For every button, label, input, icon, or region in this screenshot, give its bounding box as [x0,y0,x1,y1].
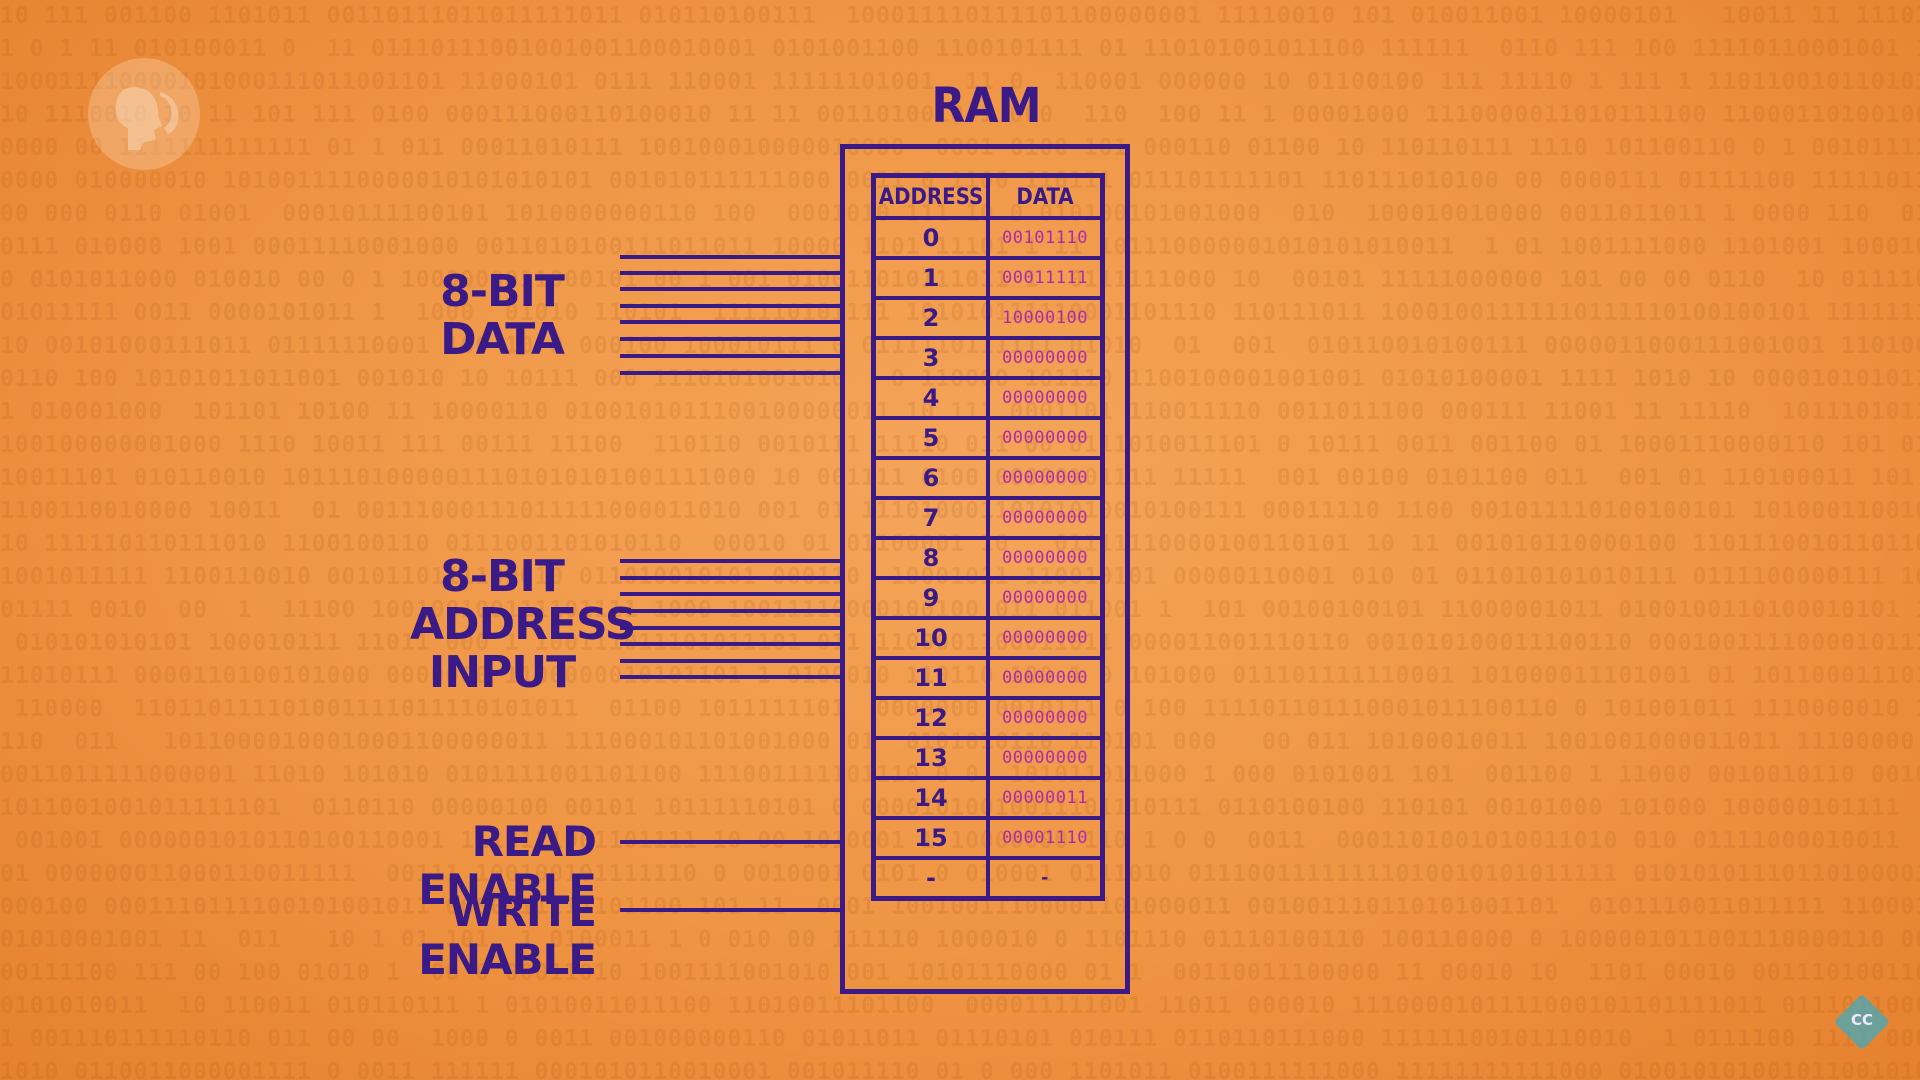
table-row: 6 00000000 [871,456,1105,500]
memory-table: ADDRESS DATA 0 00101110 1 00011111 2 100001… [871,173,1105,901]
table-row: 2 10000100 [871,296,1105,340]
write-enable-label: WRITE ENABLE [418,887,597,984]
data-cell: 00000000 [986,496,1105,540]
data-cell: 00000000 [986,456,1105,500]
table-row: 8 00000000 [871,536,1105,580]
data-cell: 00000000 [986,576,1105,620]
table-row: 15 00001110 [871,816,1105,860]
ram-box [840,144,1130,994]
address-label-line2: ADDRESS [410,599,636,650]
address-label-line1: 8-BIT [440,551,565,602]
data-cell: - [986,856,1105,901]
table-row: 1 00011111 [871,256,1105,300]
cc-badge-label: CC [1850,1011,1874,1029]
table-row: 3 00000000 [871,336,1105,380]
address-header: ADDRESS [871,173,990,220]
table-row: 11 00000000 [871,656,1105,700]
data-cell: 00000000 [986,336,1105,380]
data-cell: 00000000 [986,376,1105,420]
table-row: 9 00000000 [871,576,1105,620]
table-row: 10 00000000 [871,616,1105,660]
data-cell: 00011111 [986,256,1105,300]
table-row: 12 00000000 [871,696,1105,740]
data-cell: 00000000 [986,536,1105,580]
table-row: 7 00000000 [871,496,1105,540]
address-cell: 10 [871,616,990,660]
address-cell: 8 [871,536,990,580]
address-cell: 14 [871,776,990,820]
data-cell: 00000011 [986,776,1105,820]
address-input-label: 8-BIT ADDRESS INPUT [410,551,636,698]
data-header: DATA [986,173,1105,220]
data-cell: 10000100 [986,296,1105,340]
address-cell: 11 [871,656,990,700]
data-cell: 00000000 [986,736,1105,780]
address-cell: 6 [871,456,990,500]
address-cell: 1 [871,256,990,300]
address-cell: 3 [871,336,990,380]
table-row: 0 00101110 [871,216,1105,260]
table-row: 13 00000000 [871,736,1105,780]
address-cell: 2 [871,296,990,340]
address-cell: 9 [871,576,990,620]
address-cell: - [871,856,990,901]
ram-title: RAM [931,78,1041,134]
address-cell: 5 [871,416,990,460]
address-cell: 0 [871,216,990,260]
data-input-label: 8-BIT DATA [430,268,574,364]
pbs-logo-icon [88,58,200,170]
data-label-line2: DATA [440,314,565,365]
table-row: 4 00000000 [871,376,1105,420]
data-label-line1: 8-BIT [440,266,565,317]
read-enable-label: READ ENABLE [418,817,597,914]
data-cell: 00101110 [986,216,1105,260]
table-row: -- [871,856,1105,901]
address-cell: 7 [871,496,990,540]
address-cell: 4 [871,376,990,420]
address-cell: 12 [871,696,990,740]
data-cell: 00000000 [986,416,1105,460]
address-cell: 13 [871,736,990,780]
data-cell: 00001110 [986,816,1105,860]
table-row: 5 00000000 [871,416,1105,460]
data-cell: 00000000 [986,616,1105,660]
data-cell: 00000000 [986,696,1105,740]
table-row: 14 00000011 [871,776,1105,820]
address-label-line3: INPUT [428,647,576,698]
address-cell: 15 [871,816,990,860]
data-cell: 00000000 [986,656,1105,700]
